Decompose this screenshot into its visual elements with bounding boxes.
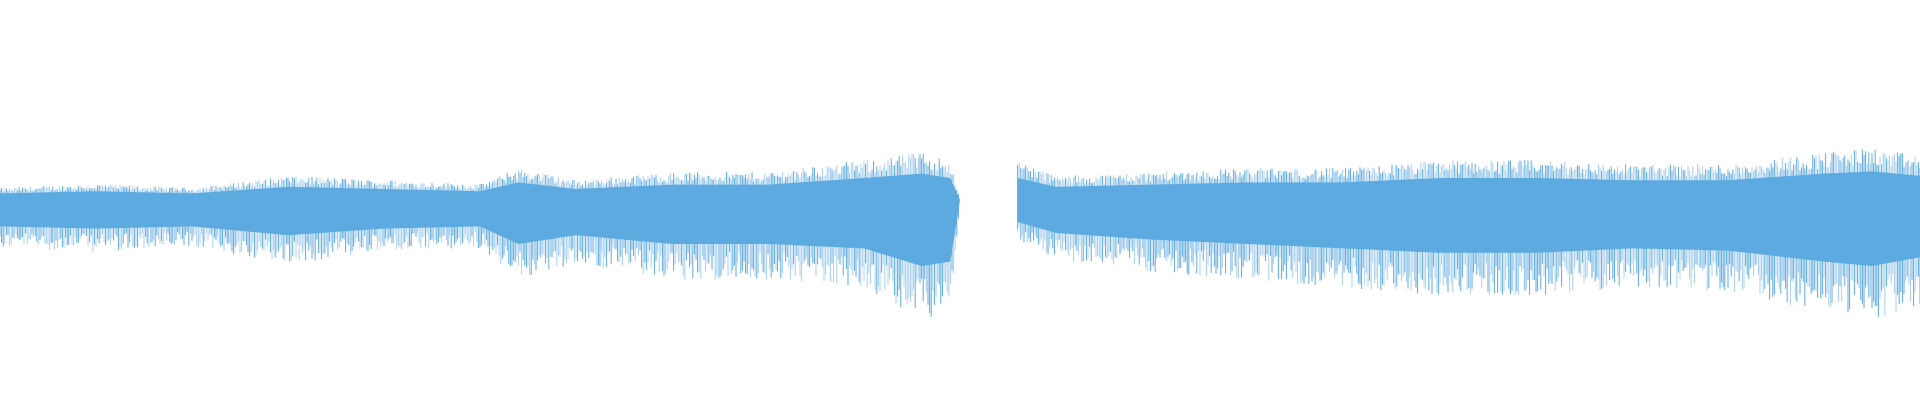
waveform-body-segment-1 (0, 173, 960, 266)
waveform-body-segment-2 (1017, 171, 1920, 266)
waveform-body (0, 171, 1920, 266)
